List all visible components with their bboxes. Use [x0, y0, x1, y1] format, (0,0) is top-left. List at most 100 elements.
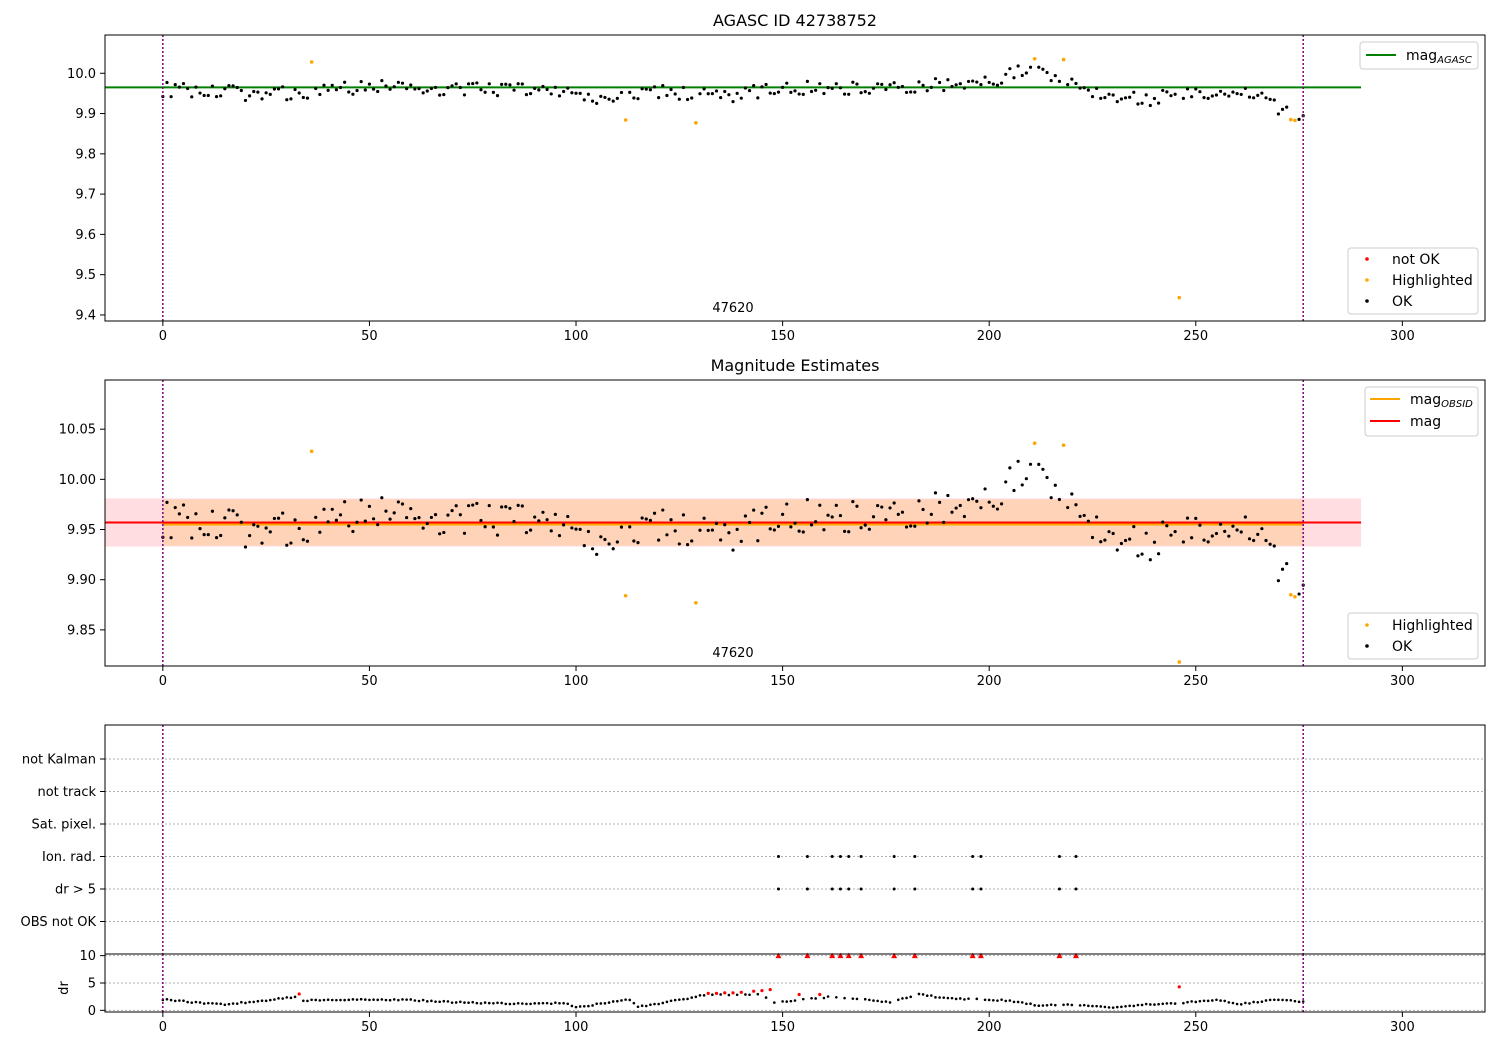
panel1-ok-point-11	[206, 93, 210, 98]
dr-point-23	[256, 999, 260, 1003]
panel2-ok-point-97	[566, 514, 570, 519]
panel2-ok-point-214	[1066, 505, 1070, 510]
panel1-ok-point-20	[243, 98, 248, 103]
panel2-ok-point-230	[1132, 525, 1136, 529]
dr-point-65	[434, 1000, 437, 1003]
panel2-ok-point-107	[607, 542, 611, 546]
dr-point-77	[483, 1001, 487, 1004]
panel2-ok-point-9	[198, 527, 202, 531]
dr-red-point-9	[797, 992, 801, 997]
dr-point-244	[1268, 998, 1272, 1002]
panel2-ok-point-69	[450, 508, 454, 513]
panel2-ok-point-169	[871, 515, 876, 519]
dr-clipped-marker-11	[1072, 952, 1079, 959]
panel2-ok-point-255	[1239, 530, 1243, 534]
panel2-ok-point-202	[1008, 466, 1012, 470]
panel2-ok-point-15	[223, 516, 227, 520]
panel1-ok-point-239	[1169, 94, 1173, 98]
panel1-ok-point-149	[789, 90, 793, 94]
y-tick-label-1-3: 9.7	[75, 188, 96, 203]
panel1-ok-point-157	[822, 91, 826, 96]
panel2-ok-point-178	[909, 524, 913, 528]
panel2-ok-point-254	[1235, 528, 1239, 532]
panel1-ok-point-256	[1243, 86, 1247, 90]
panel1-ok-point-200	[999, 81, 1004, 85]
panel1-ok-point-251	[1223, 92, 1227, 96]
panel2-ok-point-13	[214, 536, 219, 540]
dr-point-125	[682, 997, 685, 1001]
dr-point-207	[1111, 1006, 1115, 1009]
panel2-ok-point-18	[235, 513, 239, 517]
panel2-ok-point-175	[896, 512, 900, 516]
panel2-ok-point-34	[301, 538, 305, 542]
panel1-ok-point-160	[834, 82, 838, 86]
panel2-ok-point-217	[1078, 514, 1082, 518]
panel1-ok-point-249	[1214, 93, 1219, 97]
panel1-ok-point-168	[867, 91, 871, 95]
panel1-legend-label-0: not OK	[1392, 252, 1440, 268]
panel2-ok-point-222	[1099, 540, 1103, 544]
dr-point-64	[430, 999, 433, 1003]
panel1-ok-point-102	[586, 92, 591, 96]
x-tick-label-4-200: 200	[977, 1020, 1002, 1035]
panel1-ok-point-71	[458, 85, 462, 90]
panel1-ok-point-136	[735, 91, 739, 95]
panel1-ok-point-185	[938, 80, 942, 85]
panel1-ok-point-113	[636, 97, 640, 101]
panel2-legend-markers-box	[1347, 612, 1479, 660]
panel1-ok-point-254	[1235, 92, 1239, 96]
dr-point-168	[934, 996, 937, 999]
dr-point-102	[587, 1004, 590, 1008]
dr-point-250	[1293, 999, 1297, 1003]
panel2-ok-point-6	[186, 515, 190, 520]
dr-point-61	[417, 999, 421, 1003]
panel2-ok-point-166	[859, 526, 863, 530]
panel2-ok-point-164	[851, 500, 855, 504]
panel2-ok-point-145	[772, 528, 776, 532]
panel2-ok-point-187	[946, 493, 950, 498]
panel1-ok-point-253	[1231, 90, 1235, 94]
dr-point-197	[1066, 1003, 1069, 1006]
panel1-ok-point-241	[1181, 96, 1185, 100]
panel2-ok-point-233	[1144, 531, 1148, 535]
panel1-ok-point-76	[479, 88, 483, 92]
dr-point-216	[1149, 1003, 1152, 1006]
panel2-ok-point-241	[1181, 540, 1185, 544]
dr-point-12	[211, 1001, 214, 1005]
panel2-axes	[104, 379, 1486, 667]
panel2-ok-point-157	[822, 528, 826, 532]
panel2-ok-point-78	[487, 503, 491, 508]
dr-point-123	[673, 998, 677, 1002]
dr-point-60	[413, 999, 417, 1002]
dr-point-49	[368, 998, 371, 1002]
panel1-ok-point-33	[297, 91, 301, 95]
panel1-axes	[104, 34, 1486, 322]
panel2-ok-point-84	[512, 519, 516, 524]
dr-point-53	[384, 998, 388, 1002]
dr-point-211	[1128, 1004, 1131, 1008]
panel1-ok-point-109	[615, 96, 619, 100]
panel1-ok-point-32	[293, 87, 297, 92]
dr-point-19	[240, 1000, 243, 1004]
panel2-ok-point-259	[1256, 532, 1260, 536]
dr-point-153	[863, 997, 867, 1001]
dr-point-218	[1157, 1002, 1160, 1006]
panel2-highlighted-point-1	[623, 593, 628, 598]
dr-point-223	[1182, 1001, 1185, 1005]
panel2-ok-point-21	[248, 534, 252, 538]
panel1-ok-point-60	[413, 87, 417, 91]
panel1-ok-point-263	[1272, 98, 1276, 102]
x-tick-label-2-0: 0	[159, 674, 167, 689]
panel1-ok-point-173	[888, 83, 892, 87]
panel1-ok-point-94	[553, 85, 557, 89]
panel2-ok-point-89	[533, 515, 537, 519]
dr-point-147	[822, 996, 826, 1000]
panel2-ok-point-265	[1280, 567, 1285, 571]
panel1-ok-point-265	[1280, 107, 1285, 111]
panel2-ok-point-155	[814, 520, 818, 524]
panel1-ok-point-248	[1210, 94, 1214, 98]
panel2-ok-point-237	[1161, 520, 1165, 524]
panel2-ok-point-207	[1028, 462, 1033, 466]
panel2-ok-point-129	[706, 528, 710, 532]
flag-point-3-5	[859, 855, 863, 858]
